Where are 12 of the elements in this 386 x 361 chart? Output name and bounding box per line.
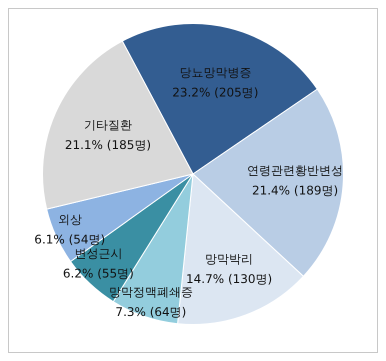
slice-label: 외상 bbox=[58, 212, 82, 226]
slice-label: 기타질환 bbox=[84, 118, 132, 132]
slice-label: 당뇨망막병증 bbox=[179, 66, 252, 80]
data-label: 21.4% (189명) bbox=[252, 184, 338, 198]
data-label: 21.1% (185명) bbox=[64, 138, 152, 152]
data-label: 7.3% (64명) bbox=[115, 305, 186, 320]
data-label: 14.7% (130명) bbox=[186, 272, 272, 286]
slice-label: 망막박리 bbox=[205, 252, 254, 266]
data-label: 23.2% (205명) bbox=[172, 86, 258, 100]
slice-label: 연령관련황반변성 bbox=[247, 164, 344, 178]
data-label: 6.1% (54명) bbox=[34, 232, 106, 246]
slice-label: 망막정맥폐쇄증 bbox=[108, 285, 193, 300]
